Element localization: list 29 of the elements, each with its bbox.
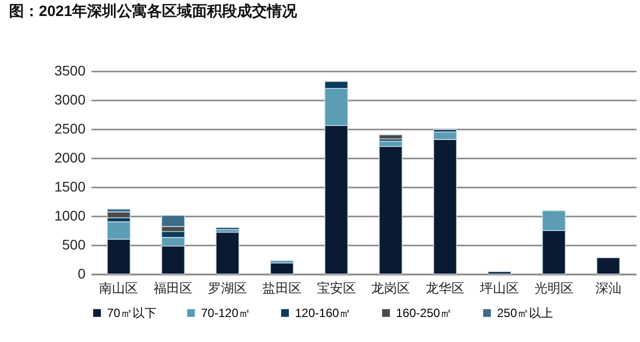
- y-tick-label: 1000: [54, 208, 86, 224]
- x-tick-label: 坪山区: [478, 280, 519, 296]
- x-tick-label: 南山区: [99, 280, 138, 296]
- chart-title: 图：2021年深圳公寓各区域面积段成交情况: [8, 2, 298, 20]
- y-tick-label: 2500: [54, 120, 86, 136]
- x-tick-label: 罗湖区: [208, 280, 248, 296]
- x-tick-label: 龙岗区: [371, 280, 410, 296]
- bar: [596, 257, 620, 274]
- x-tick-label: 宝安区: [316, 280, 356, 296]
- x-tick-label: 盐田区: [262, 280, 302, 296]
- x-tick-label: 光明区: [534, 280, 574, 296]
- x-tick-label: 深汕: [595, 280, 622, 296]
- y-tick-label: 0: [78, 266, 86, 282]
- x-tick-label: 福田区: [154, 280, 193, 296]
- legend-label: 120-160㎡: [295, 306, 352, 320]
- bar: [488, 271, 512, 274]
- bar: [378, 134, 403, 140]
- y-tick-label: 500: [62, 236, 86, 252]
- y-tick-label: 3000: [54, 92, 86, 108]
- y-tick-label: 1500: [54, 178, 86, 194]
- x-tick-label: 龙华区: [426, 280, 465, 296]
- legend-label: 160-250㎡: [396, 306, 452, 320]
- y-tick-label: 2000: [54, 150, 86, 166]
- legend-label: 250㎡以上: [497, 306, 554, 320]
- bar: [270, 262, 294, 274]
- legend-label: 70㎡以下: [107, 306, 156, 320]
- bar: [216, 232, 240, 274]
- legend-label: 70-120㎡: [201, 306, 250, 320]
- y-tick-label: 3500: [54, 62, 86, 78]
